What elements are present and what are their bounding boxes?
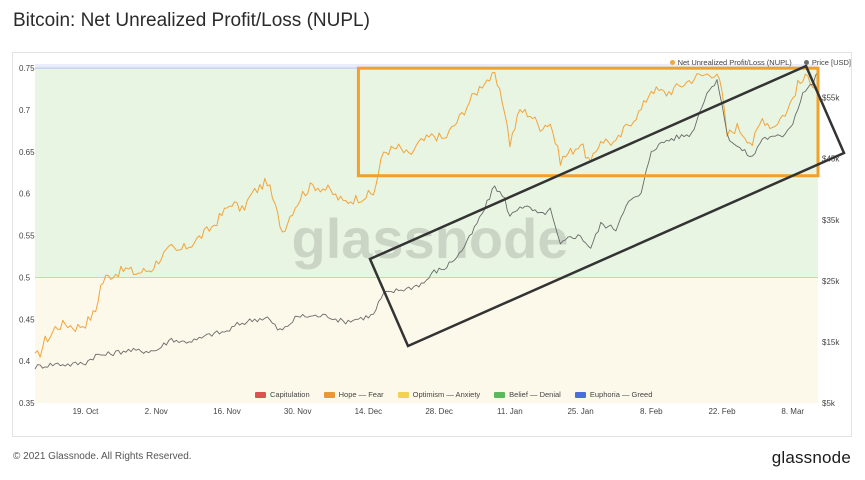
x-tick-label: 30. Nov (284, 407, 312, 416)
copyright-text: © 2021 Glassnode. All Rights Reserved. (13, 451, 192, 462)
hope-fear-swatch (323, 391, 335, 398)
y-left-tick-label: 0.75 (19, 64, 35, 73)
y-right-tick-label: $35k (822, 216, 840, 225)
glassnode-logo: glassnode (771, 448, 851, 467)
x-tick-label: 11. Jan (497, 407, 523, 416)
legend-label-belief-denial: Belief — Denial (509, 390, 561, 399)
y-left-tick-label: 0.6 (19, 190, 31, 199)
legend-item-capitulation[interactable]: Capitulation (255, 390, 310, 399)
legend-item-hope-fear[interactable]: Hope — Fear (323, 390, 384, 399)
x-tick-label: 8. Feb (640, 407, 663, 416)
legend-label-hope-fear: Hope — Fear (338, 390, 384, 399)
y-left-tick-label: 0.35 (19, 399, 35, 408)
zone-band-hope-fear (35, 277, 818, 403)
x-tick-label: 2. Nov (145, 407, 168, 416)
legend-item-belief-denial[interactable]: Belief — Denial (494, 390, 561, 399)
x-tick-label: 22. Feb (708, 407, 736, 416)
y-left-tick-label: 0.5 (19, 273, 31, 282)
x-tick-label: 28. Dec (425, 407, 453, 416)
legend-item-euphoria-greed[interactable]: Euphoria — Greed (574, 390, 653, 399)
x-tick-label: 25. Jan (567, 407, 593, 416)
y-right-tick-label: $5k (822, 399, 836, 408)
zone-band-euphoria-top (35, 64, 818, 69)
page-title: Bitcoin: Net Unrealized Profit/Loss (NUP… (13, 10, 370, 31)
x-tick-label: 8. Mar (781, 407, 804, 416)
legend-label-euphoria-greed: Euphoria — Greed (589, 390, 653, 399)
orange-range-box (356, 66, 820, 178)
y-left-tick-label: 0.45 (19, 315, 35, 324)
nupl-series-line (34, 71, 819, 358)
legend-label-optimism-anxiety: Optimism — Anxiety (412, 390, 481, 399)
legend-item-optimism-anxiety[interactable]: Optimism — Anxiety (397, 390, 481, 399)
x-tick-label: 16. Nov (213, 407, 241, 416)
legend-top: Net Unrealized Profit/Loss (NUPL) Price … (669, 58, 851, 67)
y-right-tick-label: $25k (822, 277, 840, 286)
y-left-tick-label: 0.55 (19, 232, 35, 241)
legend-bottom: Capitulation Hope — Fear Optimism — Anxi… (255, 390, 652, 399)
x-tick-label: 14. Dec (355, 407, 383, 416)
belief-denial-swatch (494, 391, 506, 398)
legend-label-nupl: Net Unrealized Profit/Loss (NUPL) (677, 58, 792, 67)
euphoria-greed-swatch (574, 391, 586, 398)
y-left-tick-label: 0.4 (19, 357, 31, 366)
legend-item-price[interactable]: Price [USD] (803, 58, 851, 67)
y-right-tick-label: $15k (822, 338, 840, 347)
y-left-tick-label: 0.65 (19, 148, 35, 157)
zone-band-belief-denial (35, 68, 818, 278)
legend-item-nupl[interactable]: Net Unrealized Profit/Loss (NUPL) (669, 58, 792, 67)
x-tick-label: 19. Oct (73, 407, 100, 416)
capitulation-swatch (255, 391, 266, 398)
optimism-anxiety-swatch (397, 391, 409, 398)
legend-label-capitulation: Capitulation (270, 390, 310, 399)
y-left-tick-label: 0.7 (19, 106, 31, 115)
nupl-legend-dot (669, 60, 675, 65)
price-series-line (34, 71, 819, 370)
y-right-tick-label: $55k (822, 94, 840, 103)
rising-channel-box (368, 64, 846, 348)
legend-label-price: Price [USD] (811, 58, 851, 67)
watermark-text: glassnode (292, 207, 569, 270)
price-legend-dot (803, 60, 809, 65)
